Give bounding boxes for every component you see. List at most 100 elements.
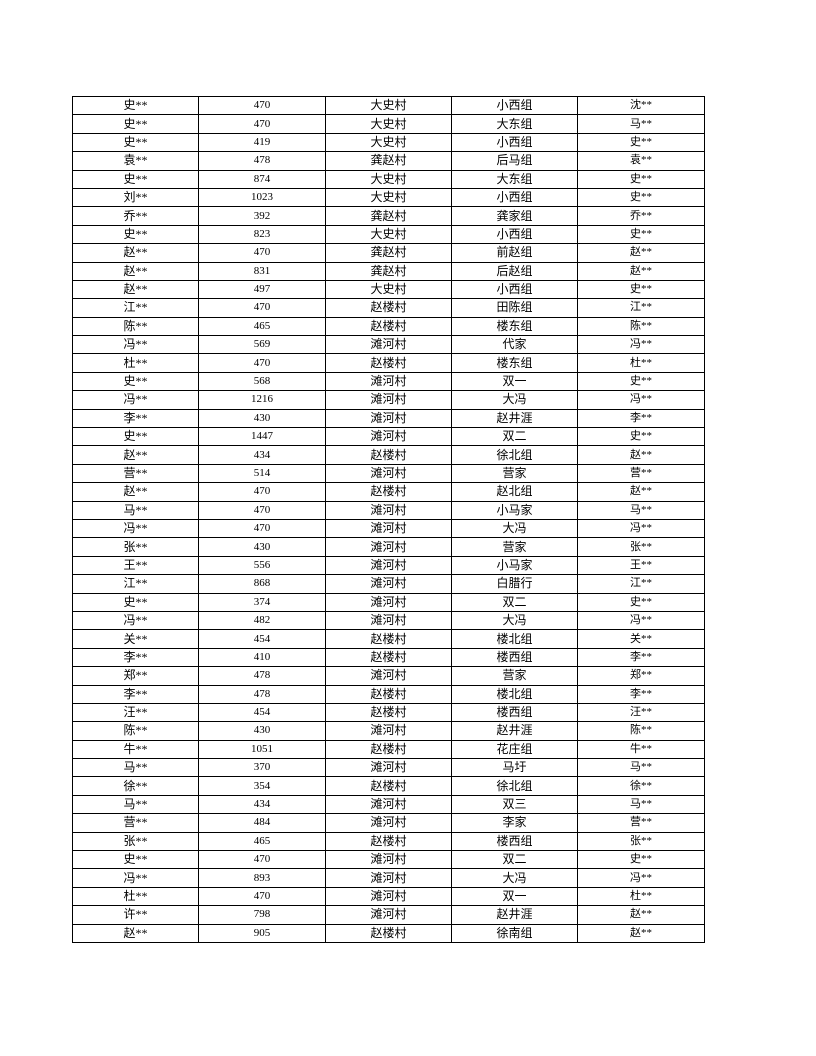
contact-cell: 史** (577, 224, 705, 245)
contact-cell: 陈** (577, 721, 705, 741)
group-cell: 小马家 (451, 555, 578, 576)
group-cell: 大东组 (451, 169, 578, 189)
number-cell: 465 (198, 316, 326, 337)
name-cell: 乔** (72, 206, 199, 226)
name-cell: 许** (72, 905, 199, 925)
contact-cell: 冯** (577, 868, 705, 888)
name-cell: 冯** (72, 390, 199, 410)
name-cell: 史** (72, 371, 199, 392)
name-cell: 营** (72, 463, 199, 484)
group-cell: 大冯 (451, 610, 578, 631)
table-row: 牛** 1051 赵楼村 花庄组 牛** (72, 739, 705, 760)
number-cell: 430 (198, 721, 326, 741)
village-cell: 赵楼村 (325, 316, 452, 337)
group-cell: 楼西组 (451, 831, 578, 852)
number-cell: 497 (198, 279, 326, 300)
contact-cell: 赵** (577, 482, 705, 502)
number-cell: 569 (198, 335, 326, 355)
contact-cell: 张** (577, 537, 705, 557)
group-cell: 大冯 (451, 868, 578, 888)
village-cell: 滩河村 (325, 574, 452, 594)
village-cell: 龚赵村 (325, 261, 452, 281)
contact-cell: 江** (577, 574, 705, 594)
name-cell: 郑** (72, 666, 199, 686)
name-cell: 牛** (72, 739, 199, 760)
contact-cell: 袁** (577, 151, 705, 171)
contact-cell: 赵** (577, 445, 705, 465)
table-row: 杜** 470 赵楼村 楼东组 杜** (72, 353, 705, 373)
name-cell: 赵** (72, 243, 199, 263)
table-row: 营** 484 滩河村 李家 营** (72, 813, 705, 833)
table-row: 冯** 482 滩河村 大冯 冯** (72, 610, 705, 631)
number-cell: 470 (198, 518, 326, 539)
contact-cell: 赵** (577, 243, 705, 263)
number-cell: 823 (198, 224, 326, 245)
group-cell: 李家 (451, 813, 578, 833)
village-cell: 大史村 (325, 95, 452, 116)
village-cell: 滩河村 (325, 500, 452, 520)
group-cell: 双三 (451, 794, 578, 815)
group-cell: 花庄组 (451, 739, 578, 760)
contact-cell: 史** (577, 169, 705, 189)
contact-cell: 史** (577, 279, 705, 300)
contact-cell: 冯** (577, 610, 705, 631)
name-cell: 陈** (72, 721, 199, 741)
group-cell: 赵井涯 (451, 408, 578, 429)
table-row: 冯** 893 滩河村 大冯 冯** (72, 868, 705, 888)
name-cell: 史** (72, 427, 199, 447)
name-cell: 徐** (72, 776, 199, 796)
village-cell: 赵楼村 (325, 923, 452, 943)
contact-cell: 营** (577, 463, 705, 484)
village-cell: 滩河村 (325, 794, 452, 815)
village-cell: 赵楼村 (325, 353, 452, 373)
group-cell: 楼东组 (451, 316, 578, 337)
group-cell: 赵北组 (451, 482, 578, 502)
table-row: 乔** 392 龚赵村 龚家组 乔** (72, 206, 705, 226)
village-cell: 滩河村 (325, 537, 452, 557)
table-row: 关** 454 赵楼村 楼北组 关** (72, 629, 705, 649)
table-row: 史** 470 滩河村 双二 史** (72, 850, 705, 870)
number-cell: 482 (198, 610, 326, 631)
contact-cell: 马** (577, 794, 705, 815)
data-table: 史** 470 大史村 小西组 沈** 史** 470 大史村 大东组 马** 史** 419 大史村小… (72, 95, 705, 943)
group-cell: 大冯 (451, 518, 578, 539)
number-cell: 370 (198, 758, 326, 778)
number-cell: 374 (198, 592, 326, 612)
name-cell: 王** (72, 555, 199, 576)
village-cell: 赵楼村 (325, 647, 452, 668)
table-row: 杜** 470 滩河村 双一 杜** (72, 886, 705, 907)
table-row: 史** 568 滩河村 双一 史** (72, 371, 705, 392)
number-cell: 478 (198, 151, 326, 171)
number-cell: 568 (198, 371, 326, 392)
table-row: 袁** 478 龚赵村 后马组 袁** (72, 151, 705, 171)
group-cell: 双一 (451, 371, 578, 392)
village-cell: 赵楼村 (325, 776, 452, 796)
table-row: 李** 430 滩河村 赵井涯 李** (72, 408, 705, 429)
table-row: 张** 465 赵楼村 楼西组 张** (72, 831, 705, 852)
contact-cell: 牛** (577, 739, 705, 760)
name-cell: 史** (72, 95, 199, 116)
table-row: 赵** 497 大史村 小西组 史** (72, 279, 705, 300)
table-row: 汪** 454 赵楼村 楼西组 汪** (72, 702, 705, 723)
contact-cell: 马** (577, 758, 705, 778)
group-cell: 小马家 (451, 500, 578, 520)
number-cell: 1051 (198, 739, 326, 760)
village-cell: 滩河村 (325, 518, 452, 539)
table-row: 赵** 434 赵楼村 徐北组 赵** (72, 445, 705, 465)
contact-cell: 马** (577, 114, 705, 134)
contact-cell: 李** (577, 684, 705, 704)
table-row: 冯** 470 滩河村 大冯 冯** (72, 518, 705, 539)
table-row: 郑** 478 滩河村 营家 郑** (72, 666, 705, 686)
group-cell: 双二 (451, 427, 578, 447)
group-cell: 小西组 (451, 132, 578, 153)
table-row: 李** 478 赵楼村 楼北组 李** (72, 684, 705, 704)
village-cell: 赵楼村 (325, 629, 452, 649)
name-cell: 史** (72, 592, 199, 612)
name-cell: 马** (72, 794, 199, 815)
contact-cell: 史** (577, 850, 705, 870)
contact-cell: 汪** (577, 702, 705, 723)
name-cell: 江** (72, 574, 199, 594)
village-cell: 大史村 (325, 279, 452, 300)
group-cell: 小西组 (451, 279, 578, 300)
table-row: 赵** 470 龚赵村 前赵组 赵** (72, 243, 705, 263)
